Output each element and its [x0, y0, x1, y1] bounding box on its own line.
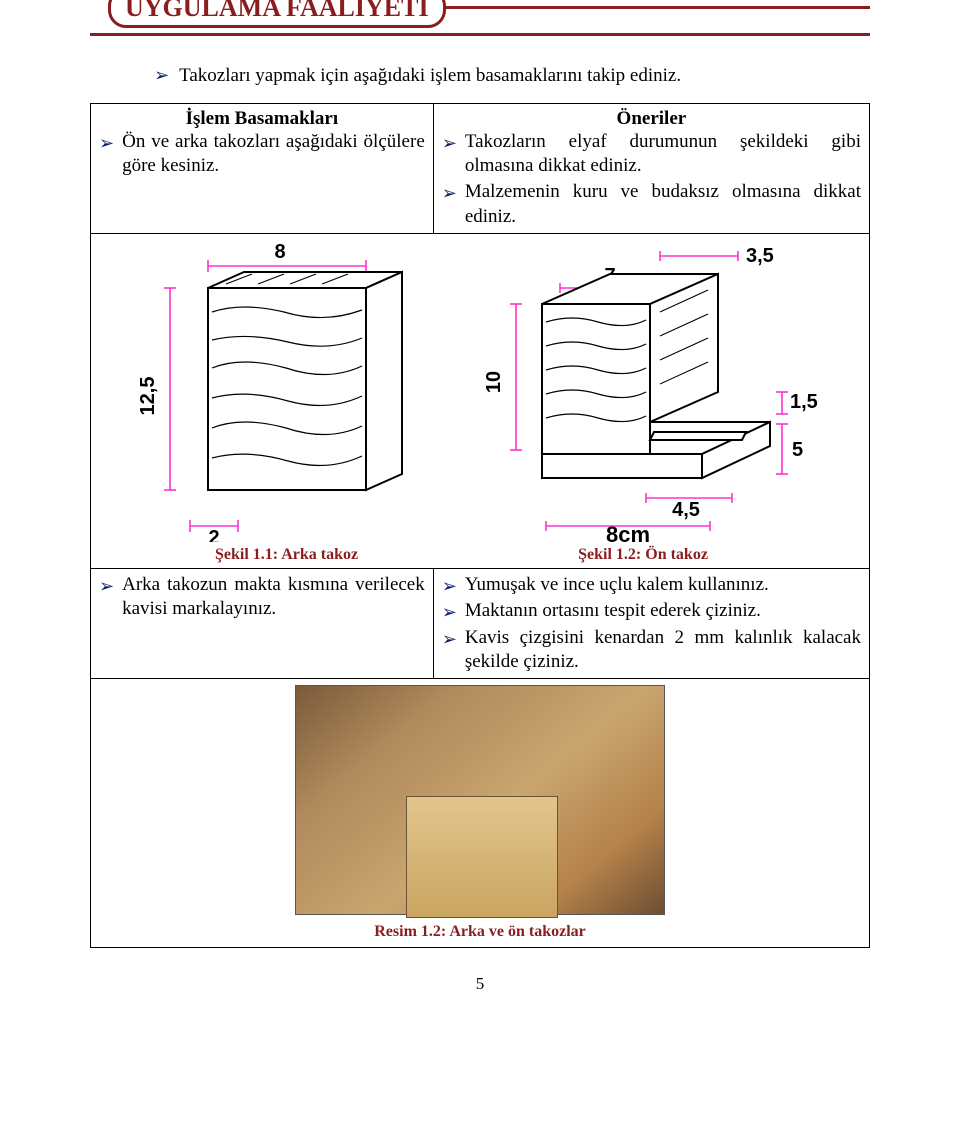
t2-right-cell: ➢ Yumuşak ve ince uçlu kalem kullanınız.… — [433, 568, 869, 678]
figure-on-takoz: 3,5 7 10 1,5 5 4,5 8cm — [450, 242, 820, 542]
t2-left-item: Arka takozun makta kısmına verilecek kav… — [122, 573, 425, 622]
t2-right-item1: Yumuşak ve ince uçlu kalem kullanınız. — [465, 573, 769, 597]
t1-left-item: Ön ve arka takozları aşağıdaki ölçülere … — [122, 130, 425, 179]
t1-right-header: Öneriler — [442, 108, 861, 130]
procedure-table-1: İşlem Basamakları ➢ Ön ve arka takozları… — [90, 103, 870, 949]
dim-4-5: 4,5 — [672, 499, 700, 521]
page-number: 5 — [90, 974, 870, 994]
t2-left-cell: ➢ Arka takozun makta kısmına verilecek k… — [91, 568, 434, 678]
section-header: UYGULAMA FAALİYETİ — [90, 6, 870, 36]
t1-left-header: İşlem Basamakları — [99, 108, 425, 130]
figure-arka-takoz: 8 12,5 2 — [140, 242, 420, 542]
dim-10: 10 — [483, 371, 505, 393]
t2-right-item2: Maktanın ortasını tespit ederek çiziniz. — [465, 599, 761, 623]
figures-cell: 8 12,5 2 — [91, 233, 870, 568]
intro-text: Takozları yapmak için aşağıdaki işlem ba… — [179, 64, 681, 89]
header-title: UYGULAMA FAALİYETİ — [108, 0, 446, 28]
fig2-caption: Şekil 1.2: Ön takoz — [578, 546, 708, 564]
chevron-icon: ➢ — [442, 573, 457, 595]
dim-2: 2 — [208, 527, 219, 542]
t1-right-item1: Takozların elyaf durumunun şekildeki gib… — [465, 130, 861, 179]
header-rule-bottom — [90, 33, 870, 36]
photo-placeholder — [295, 685, 665, 915]
t1-left-cell: İşlem Basamakları ➢ Ön ve arka takozları… — [91, 103, 434, 233]
dim-8: 8 — [274, 242, 285, 263]
t2-right-item3: Kavis çizgisini kenardan 2 mm kalınlık k… — [465, 626, 861, 675]
chevron-icon: ➢ — [99, 130, 114, 152]
t1-right-item2: Malzemenin kuru ve budaksız olmasına dik… — [465, 180, 861, 229]
dim-5: 5 — [792, 439, 803, 461]
t1-right-cell: Öneriler ➢ Takozların elyaf durumunun şe… — [433, 103, 869, 233]
photo-cell: Resim 1.2: Arka ve ön takozlar — [91, 679, 870, 948]
header-title-text: UYGULAMA FAALİYETİ — [125, 0, 429, 23]
chevron-icon: ➢ — [99, 573, 114, 595]
dim-12-5: 12,5 — [140, 376, 159, 415]
photo-caption: Resim 1.2: Arka ve ön takozlar — [95, 923, 865, 941]
fig1-caption: Şekil 1.1: Arka takoz — [215, 546, 358, 564]
chevron-icon: ➢ — [442, 180, 457, 202]
dim-1-5: 1,5 — [790, 391, 818, 413]
dim-8cm: 8cm — [606, 522, 650, 542]
intro-bullet: ➢ Takozları yapmak için aşağıdaki işlem … — [154, 64, 870, 89]
chevron-icon: ➢ — [442, 626, 457, 648]
chevron-icon: ➢ — [442, 130, 457, 152]
chevron-icon: ➢ — [442, 599, 457, 621]
dim-3-5: 3,5 — [746, 245, 774, 267]
chevron-icon: ➢ — [154, 64, 169, 84]
